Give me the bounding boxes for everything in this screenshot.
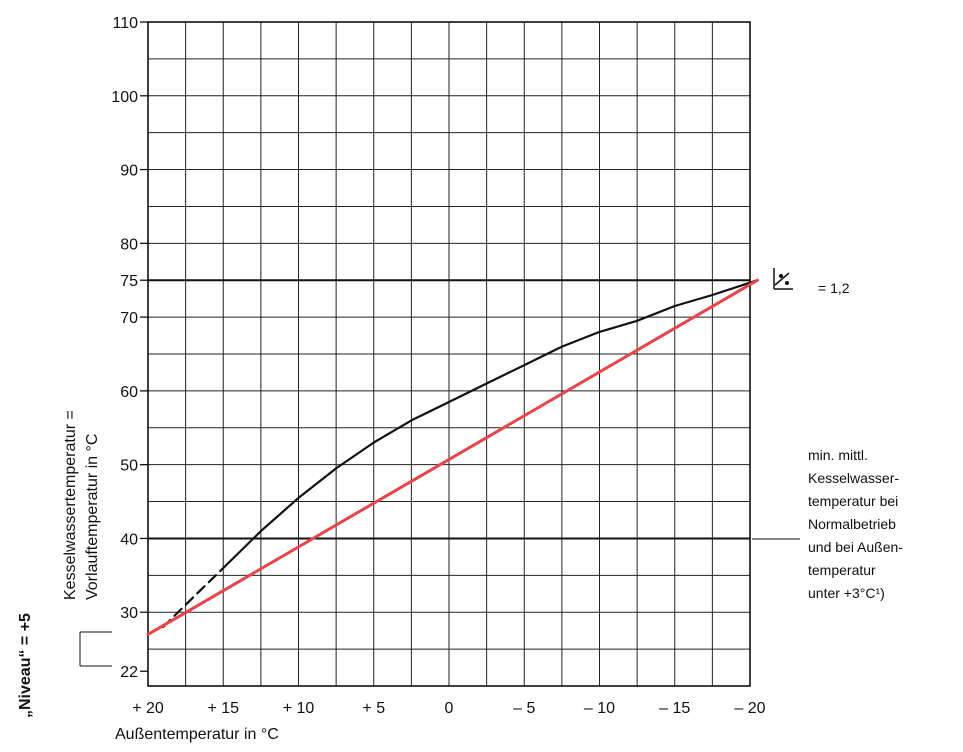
- level-label: „Niveau“ = +5: [17, 613, 34, 718]
- level-bracket: [79, 631, 112, 667]
- annotation-line: min. mittl.: [808, 447, 868, 463]
- x-tick-label: + 15: [207, 700, 239, 717]
- slope-value: = 1,2: [818, 280, 850, 296]
- annotation-line: Kesselwasser-: [808, 470, 899, 486]
- y-tick-label: 40: [120, 531, 138, 548]
- x-tick-label: + 5: [362, 700, 385, 717]
- x-tick-labels: + 20 + 15 + 10 + 5 0 – 5 – 10 – 15 – 20: [132, 700, 765, 717]
- emphasized-lines: [140, 21, 750, 672]
- x-tick-label: + 20: [132, 700, 164, 717]
- y-tick-label: 22: [120, 664, 138, 681]
- x-axis-label: Außentemperatur in °C: [115, 726, 279, 743]
- y-tick-label: 90: [120, 163, 138, 180]
- x-tick-label: – 15: [659, 700, 690, 717]
- y-tick-label: 100: [111, 89, 138, 106]
- annotation-line: temperatur: [808, 562, 876, 578]
- y-tick-label: 75: [120, 273, 138, 290]
- y-tick-label: 110: [112, 15, 138, 32]
- y-tick-label: 80: [120, 236, 138, 253]
- x-tick-label: – 10: [584, 700, 615, 717]
- x-tick-label: + 10: [283, 700, 315, 717]
- annotation-line: temperatur bei: [808, 493, 898, 509]
- y-tick-label: 50: [120, 458, 138, 475]
- plot-frame: [147, 21, 751, 687]
- series-line: [162, 566, 225, 629]
- y-tick-label: 60: [120, 384, 138, 401]
- series-line: [222, 279, 759, 570]
- series-line: [146, 278, 759, 636]
- x-tick-label: – 20: [734, 700, 765, 717]
- annotation-line: Normalbetrieb: [808, 516, 896, 532]
- annotation-line: und bei Außen-: [808, 539, 903, 555]
- x-tick-label: – 5: [513, 700, 535, 717]
- y-axis-label-line2: Vorlauftemperatur in °C: [84, 434, 101, 600]
- x-tick-label: 0: [445, 700, 454, 717]
- y-axis-label-line1: Kesselwassertemperatur =: [62, 410, 79, 600]
- annotation-line: unter +3°C¹): [808, 585, 885, 601]
- slope-icon: [773, 268, 793, 290]
- y-tick-label: 70: [120, 310, 138, 327]
- grid: [147, 21, 751, 687]
- plot-lines: [146, 278, 759, 636]
- min-temp-annotation: min. mittl. Kesselwasser-temperatur bei No…: [808, 447, 903, 601]
- y-tick-label: 30: [120, 605, 138, 622]
- y-tick-labels: 110 100 90 80 75 70 60 50 40 30 22: [111, 15, 138, 681]
